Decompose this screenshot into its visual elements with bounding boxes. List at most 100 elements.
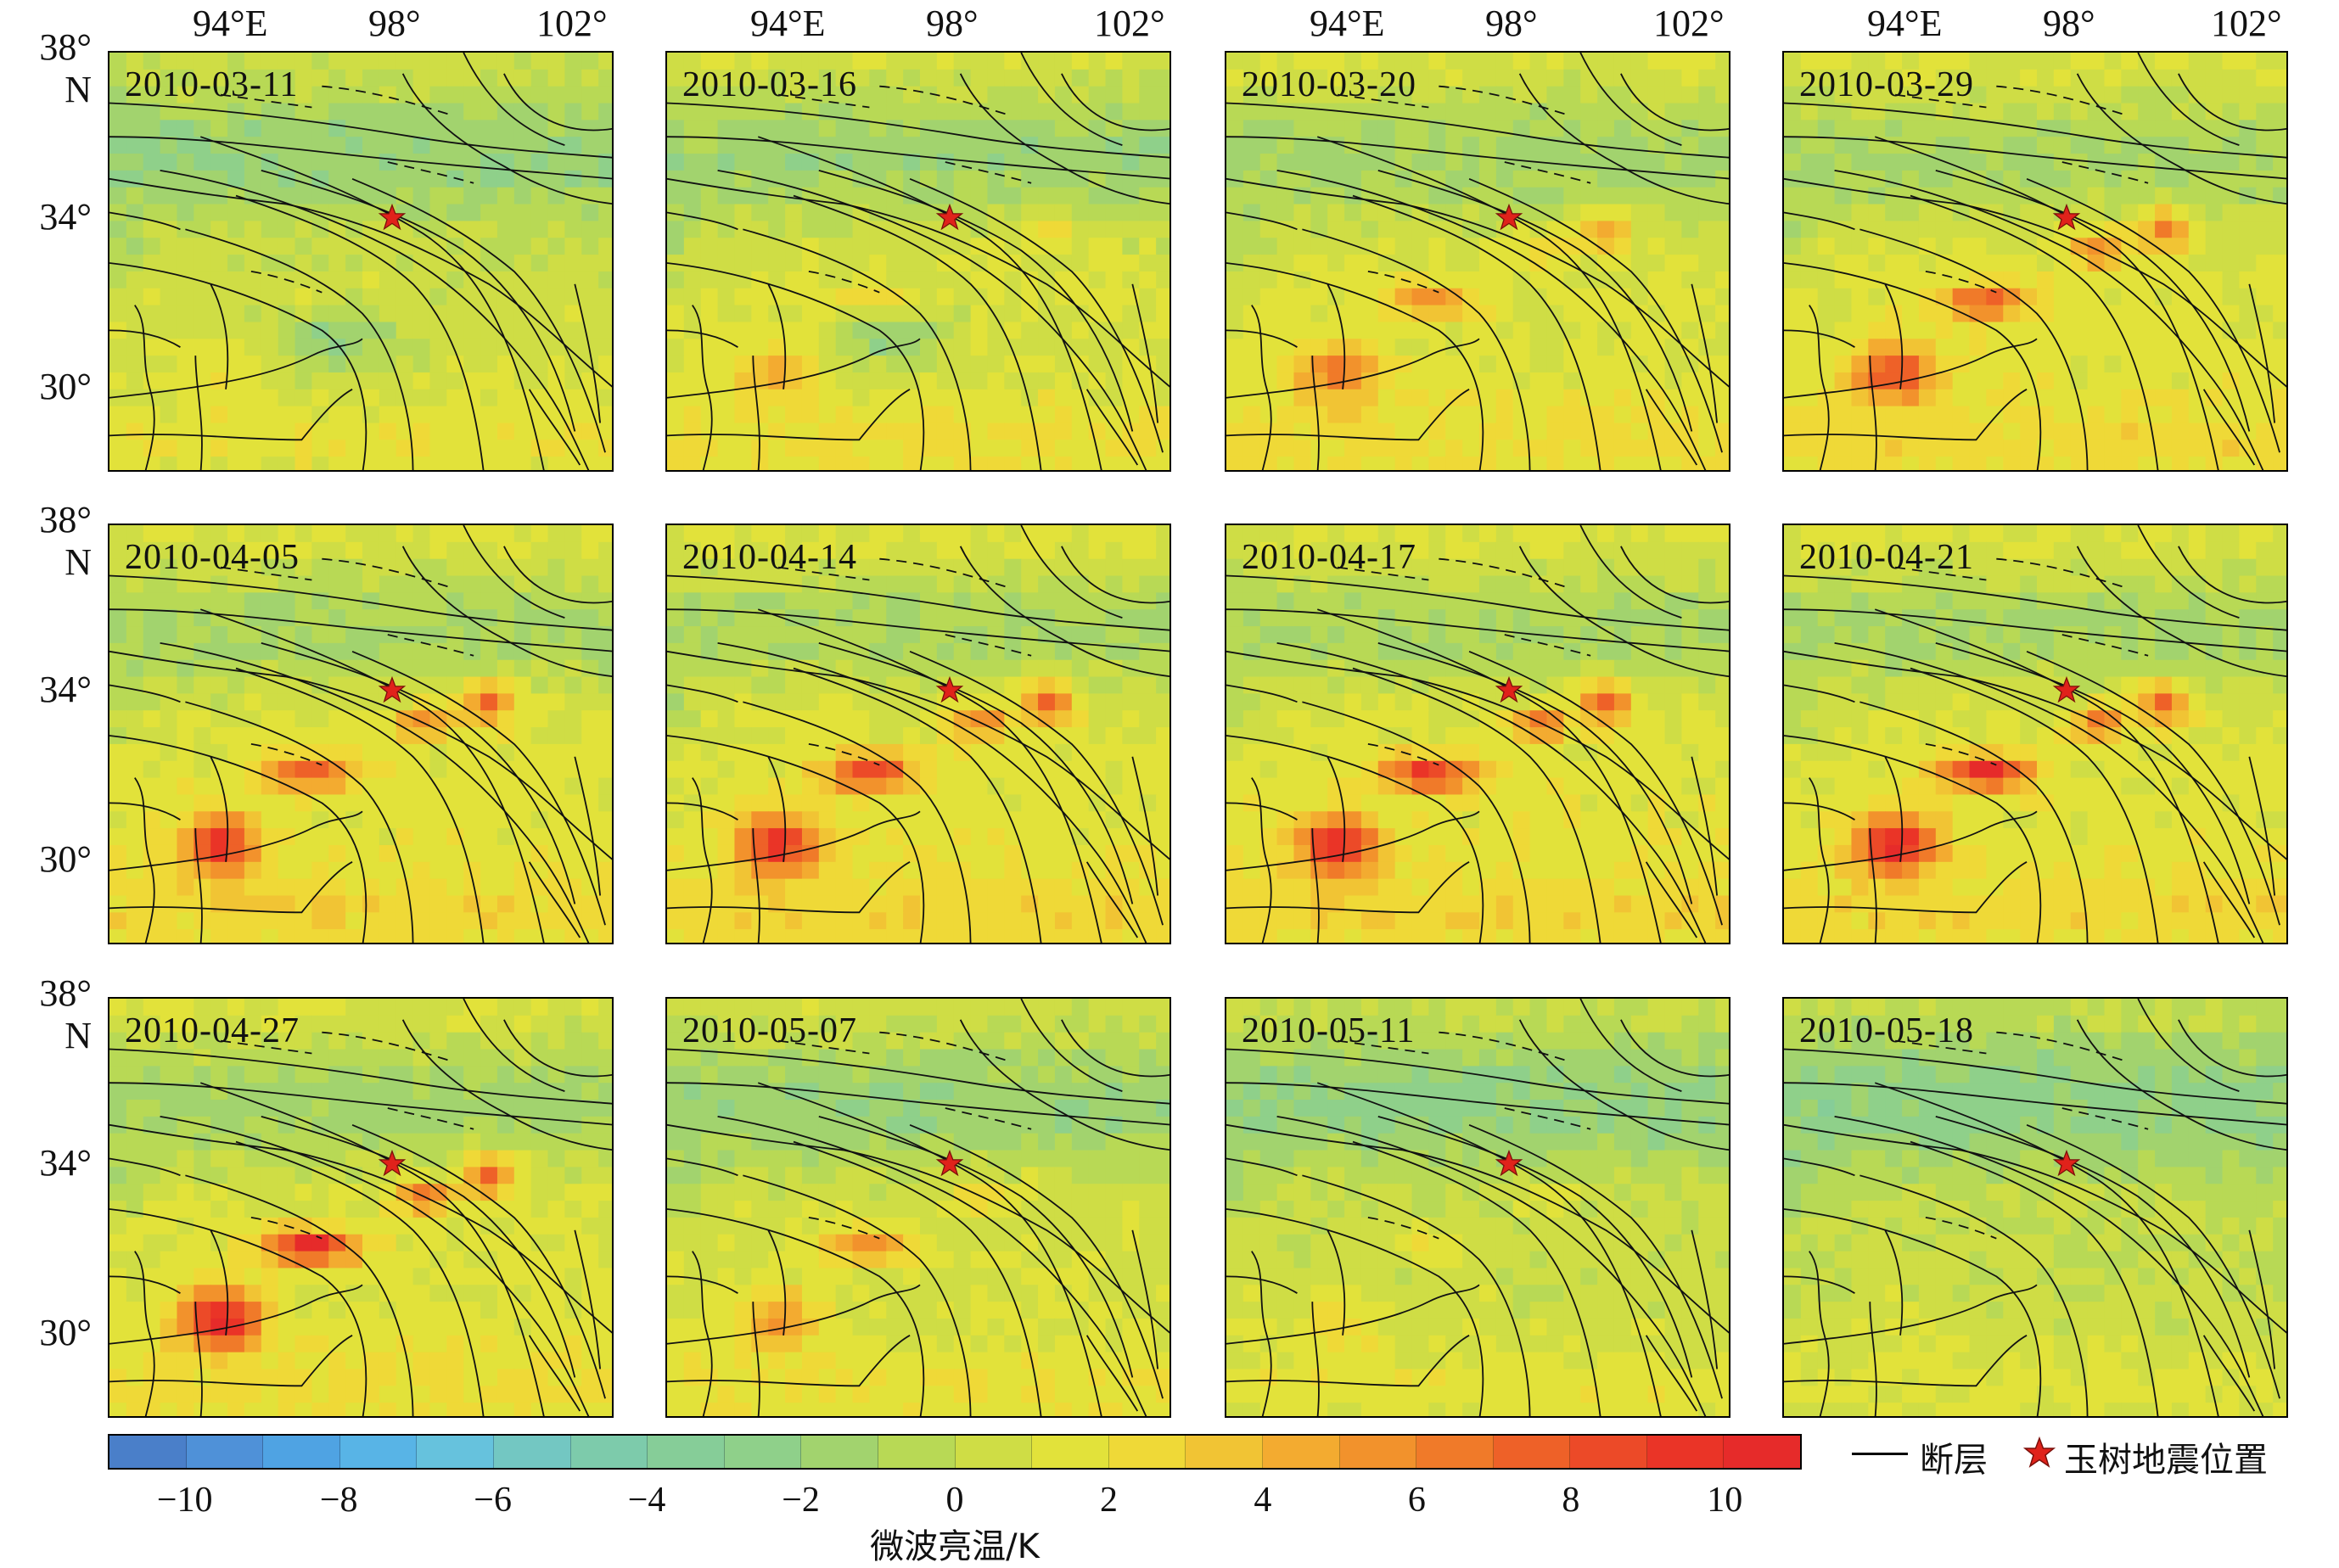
heatmap-cell xyxy=(463,525,480,542)
heatmap-cell xyxy=(1038,895,1055,912)
heatmap-cell xyxy=(210,389,227,406)
heatmap-cell xyxy=(1243,339,1260,356)
heatmap-cell xyxy=(413,912,430,929)
heatmap-cell xyxy=(2003,440,2020,456)
heatmap-cell xyxy=(1226,104,1243,120)
heatmap-cell xyxy=(143,660,160,677)
heatmap-cell xyxy=(1344,272,1361,288)
heatmap-cell xyxy=(1546,188,1563,204)
heatmap-cell xyxy=(903,305,920,322)
heatmap-cell xyxy=(278,761,295,778)
heatmap-cell xyxy=(429,626,446,643)
heatmap-cell xyxy=(278,238,295,255)
heatmap-cell xyxy=(564,221,581,238)
heatmap-cell xyxy=(1597,406,1614,423)
heatmap-cell xyxy=(413,778,430,795)
heatmap-cell xyxy=(853,154,870,171)
heatmap-cell xyxy=(1072,576,1089,593)
heatmap-cell xyxy=(227,828,244,845)
heatmap-cell xyxy=(751,576,768,593)
heatmap-cell xyxy=(396,104,413,120)
heatmap-cell xyxy=(1902,322,1919,339)
heatmap-cell xyxy=(1801,221,1818,238)
heatmap-cell xyxy=(734,677,751,694)
heatmap-cell xyxy=(2256,171,2273,188)
heatmap-cell xyxy=(194,154,210,171)
heatmap-cell xyxy=(1681,542,1698,559)
heatmap-cell xyxy=(2206,322,2223,339)
heatmap-cell xyxy=(1310,188,1327,204)
heatmap-cell xyxy=(1243,104,1260,120)
heatmap-cell xyxy=(227,592,244,609)
heatmap-cell xyxy=(1648,356,1665,372)
heatmap-cell xyxy=(937,70,954,87)
heatmap-cell xyxy=(1513,137,1530,154)
heatmap-cell xyxy=(1563,204,1580,221)
heatmap-cell xyxy=(1715,221,1730,238)
heatmap-cell xyxy=(379,305,396,322)
heatmap-cell xyxy=(396,576,413,593)
heatmap-cell xyxy=(598,204,614,221)
heatmap-cell xyxy=(244,576,261,593)
heatmap-cell xyxy=(1546,154,1563,171)
heatmap-cell xyxy=(177,423,194,440)
heatmap-cell xyxy=(1021,559,1038,576)
heatmap-cell xyxy=(311,929,328,944)
heatmap-cell xyxy=(1631,677,1648,694)
heatmap-cell xyxy=(920,372,937,389)
heatmap-cell xyxy=(667,356,684,372)
heatmap-cell xyxy=(2088,356,2105,372)
heatmap-cell xyxy=(396,53,413,70)
heatmap-cell xyxy=(1665,660,1682,677)
heatmap-cell xyxy=(1986,389,2003,406)
heatmap-cell xyxy=(903,811,920,828)
heatmap-cell xyxy=(1106,440,1123,456)
heatmap-cell xyxy=(143,710,160,727)
heatmap-cell xyxy=(2256,204,2273,221)
heatmap-cell xyxy=(379,643,396,660)
heatmap-cell xyxy=(1004,456,1021,472)
heatmap-cell xyxy=(987,423,1004,440)
heatmap-cell xyxy=(2037,389,2054,406)
heatmap-cell xyxy=(2054,137,2071,154)
heatmap-cell xyxy=(261,811,278,828)
heatmap-cell xyxy=(1597,643,1614,660)
heatmap-cell xyxy=(109,828,126,845)
heatmap-cells xyxy=(1784,53,2288,472)
heatmap-cell xyxy=(1412,137,1429,154)
heatmap-cell xyxy=(701,120,718,137)
heatmap-cell xyxy=(1156,456,1171,472)
heatmap-cell xyxy=(853,609,870,626)
heatmap-cell xyxy=(1055,693,1072,710)
heatmap-cell xyxy=(1395,322,1412,339)
heatmap-cell xyxy=(1122,879,1139,896)
heatmap-cell xyxy=(2037,423,2054,440)
heatmap-cell xyxy=(463,778,480,795)
heatmap-cell xyxy=(734,929,751,944)
heatmap-cell xyxy=(514,660,531,677)
heatmap-cell xyxy=(1106,120,1123,137)
heatmap-cell xyxy=(311,288,328,305)
heatmap-cell xyxy=(1395,339,1412,356)
heatmap-cell xyxy=(2256,70,2273,87)
heatmap-cell xyxy=(1801,389,1818,406)
heatmap-cell xyxy=(836,895,853,912)
heatmap-cell xyxy=(1986,423,2003,440)
heatmap-cell xyxy=(718,204,735,221)
heatmap-cell xyxy=(598,255,614,272)
heatmap-cell xyxy=(2121,406,2138,423)
heatmap-cell xyxy=(1395,255,1412,272)
heatmap-cell xyxy=(261,322,278,339)
heatmap-cell xyxy=(751,862,768,879)
heatmap-cell xyxy=(1902,272,1919,288)
heatmap-cell xyxy=(734,255,751,272)
heatmap-cell xyxy=(227,440,244,456)
heatmap-cell xyxy=(2155,120,2172,137)
heatmap-cell xyxy=(718,677,735,694)
heatmap-cell xyxy=(1089,862,1106,879)
heatmap-cell xyxy=(886,576,903,593)
heatmap-cell xyxy=(1902,339,1919,356)
heatmap-cell xyxy=(1243,137,1260,154)
heatmap-cell xyxy=(598,389,614,406)
heatmap-cell xyxy=(768,238,785,255)
